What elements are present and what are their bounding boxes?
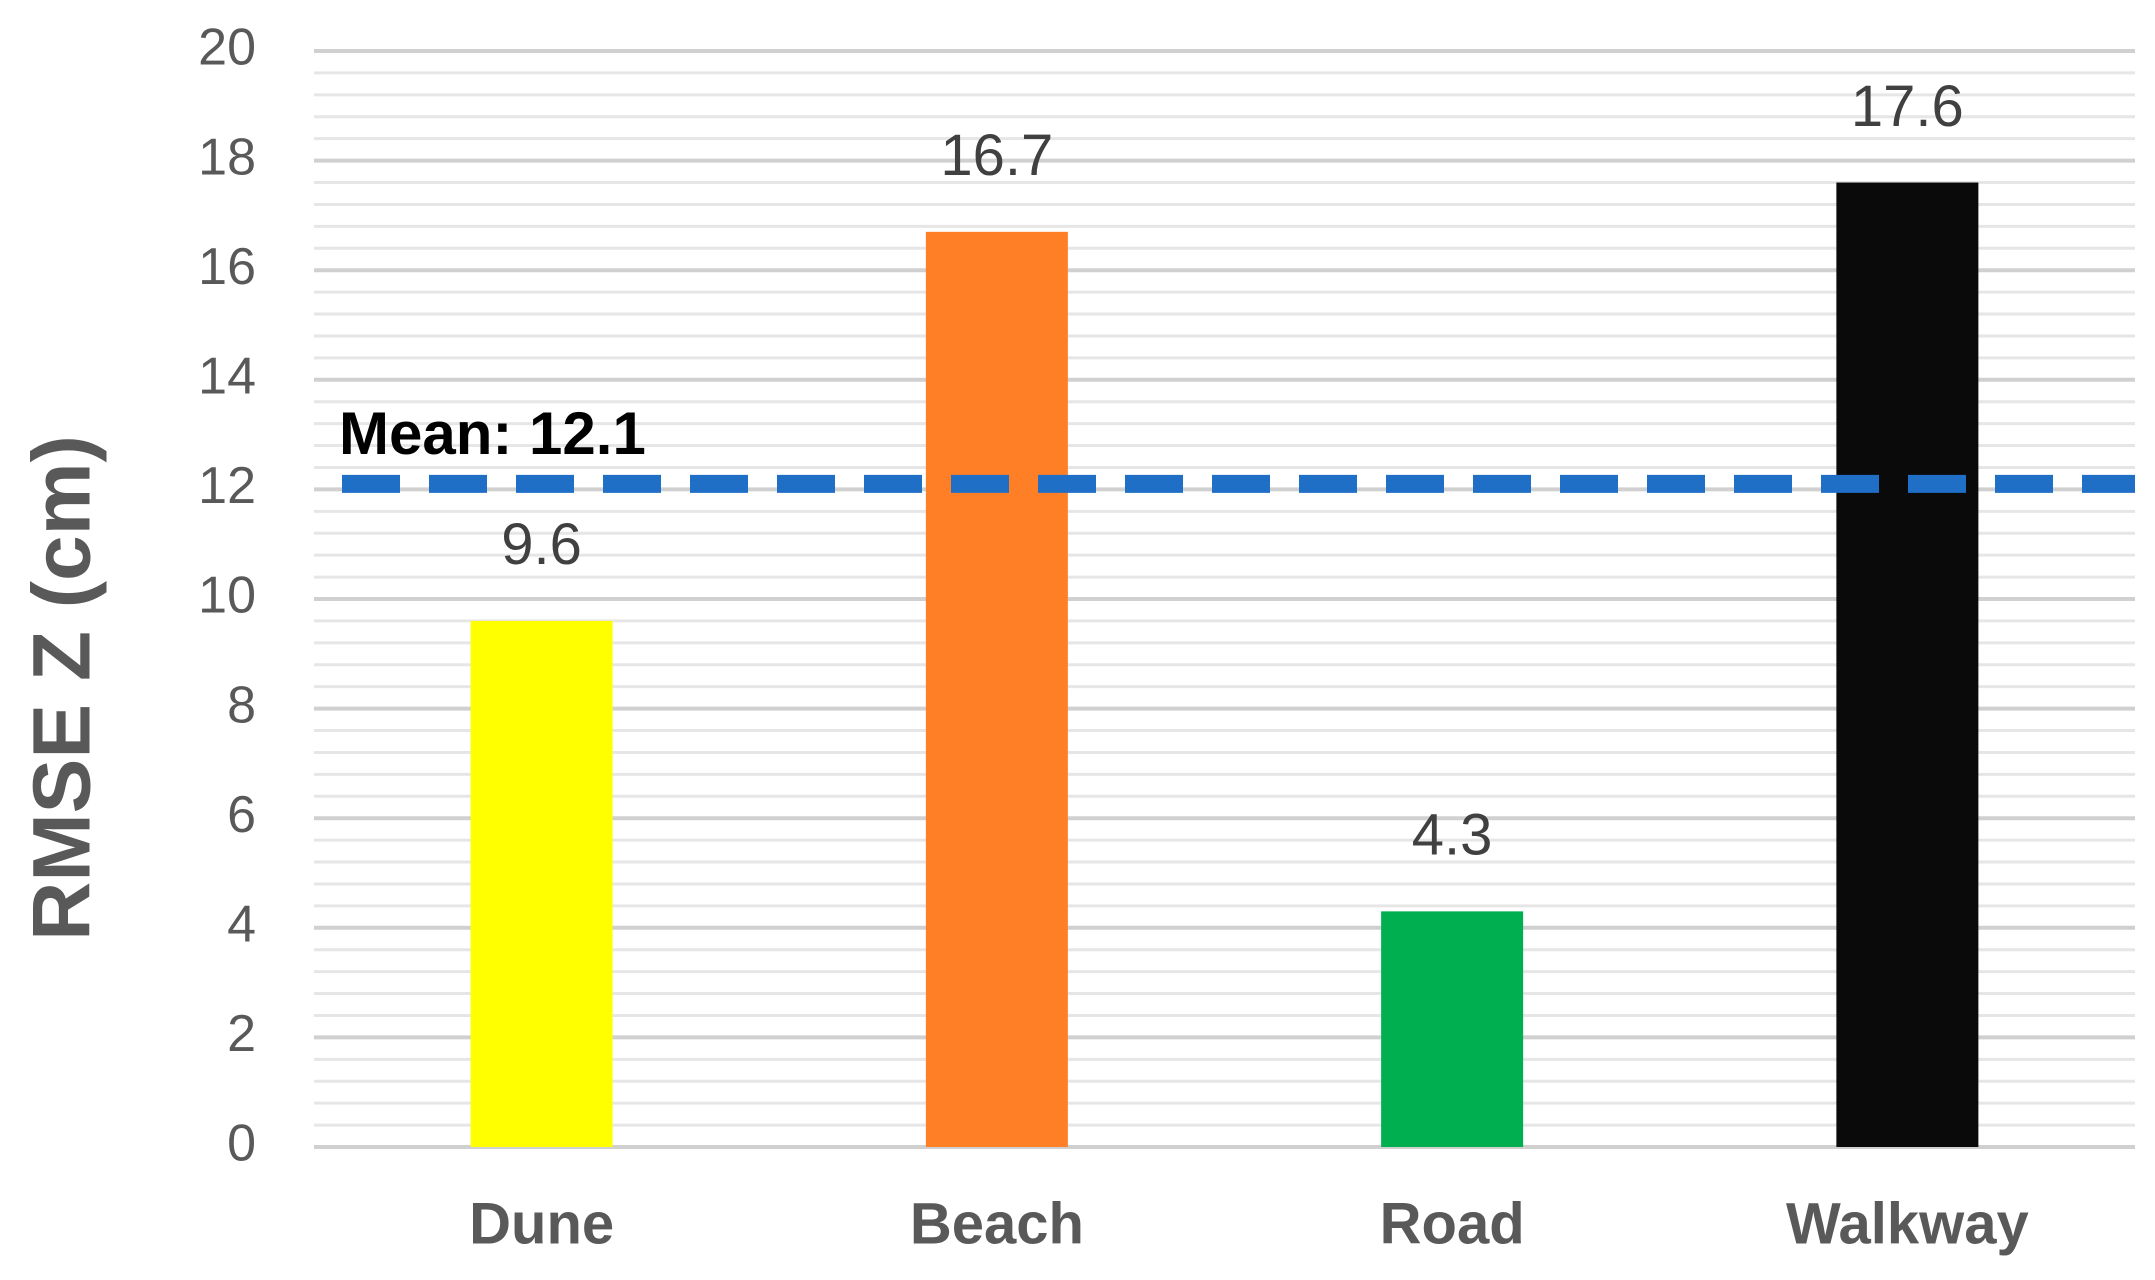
- x-tick-label: Walkway: [1786, 1191, 2029, 1256]
- x-tick-label: Dune: [469, 1191, 614, 1256]
- data-label: 4.3: [1412, 803, 1493, 868]
- y-tick-label: 16: [198, 238, 256, 296]
- y-tick-label: 0: [227, 1115, 256, 1173]
- mean-label: Mean: 12.1: [339, 400, 646, 467]
- y-tick-label: 18: [198, 128, 256, 186]
- mean-value: 12.1: [529, 400, 646, 467]
- y-tick-label: 14: [198, 348, 256, 406]
- bar: [1381, 911, 1524, 1147]
- data-label: 16.7: [940, 123, 1053, 188]
- bar: [470, 620, 613, 1147]
- y-tick-label: 12: [198, 457, 256, 515]
- y-tick-label: 4: [227, 896, 256, 954]
- x-tick-label: Beach: [910, 1191, 1084, 1256]
- data-label: 9.6: [501, 512, 582, 577]
- mean-label-text: Mean:: [339, 400, 512, 467]
- y-axis-title: RMSE Z (cm): [17, 435, 108, 941]
- y-tick-label: 6: [227, 786, 256, 844]
- y-tick-label: 10: [198, 567, 256, 625]
- y-tick-label: 20: [198, 19, 256, 77]
- y-tick-label: 8: [227, 676, 256, 734]
- x-tick-label: Road: [1380, 1191, 1525, 1256]
- y-tick-label: 2: [227, 1005, 256, 1063]
- bar: [925, 231, 1068, 1148]
- bar: [1836, 182, 1979, 1147]
- data-label: 17.6: [1851, 74, 1964, 139]
